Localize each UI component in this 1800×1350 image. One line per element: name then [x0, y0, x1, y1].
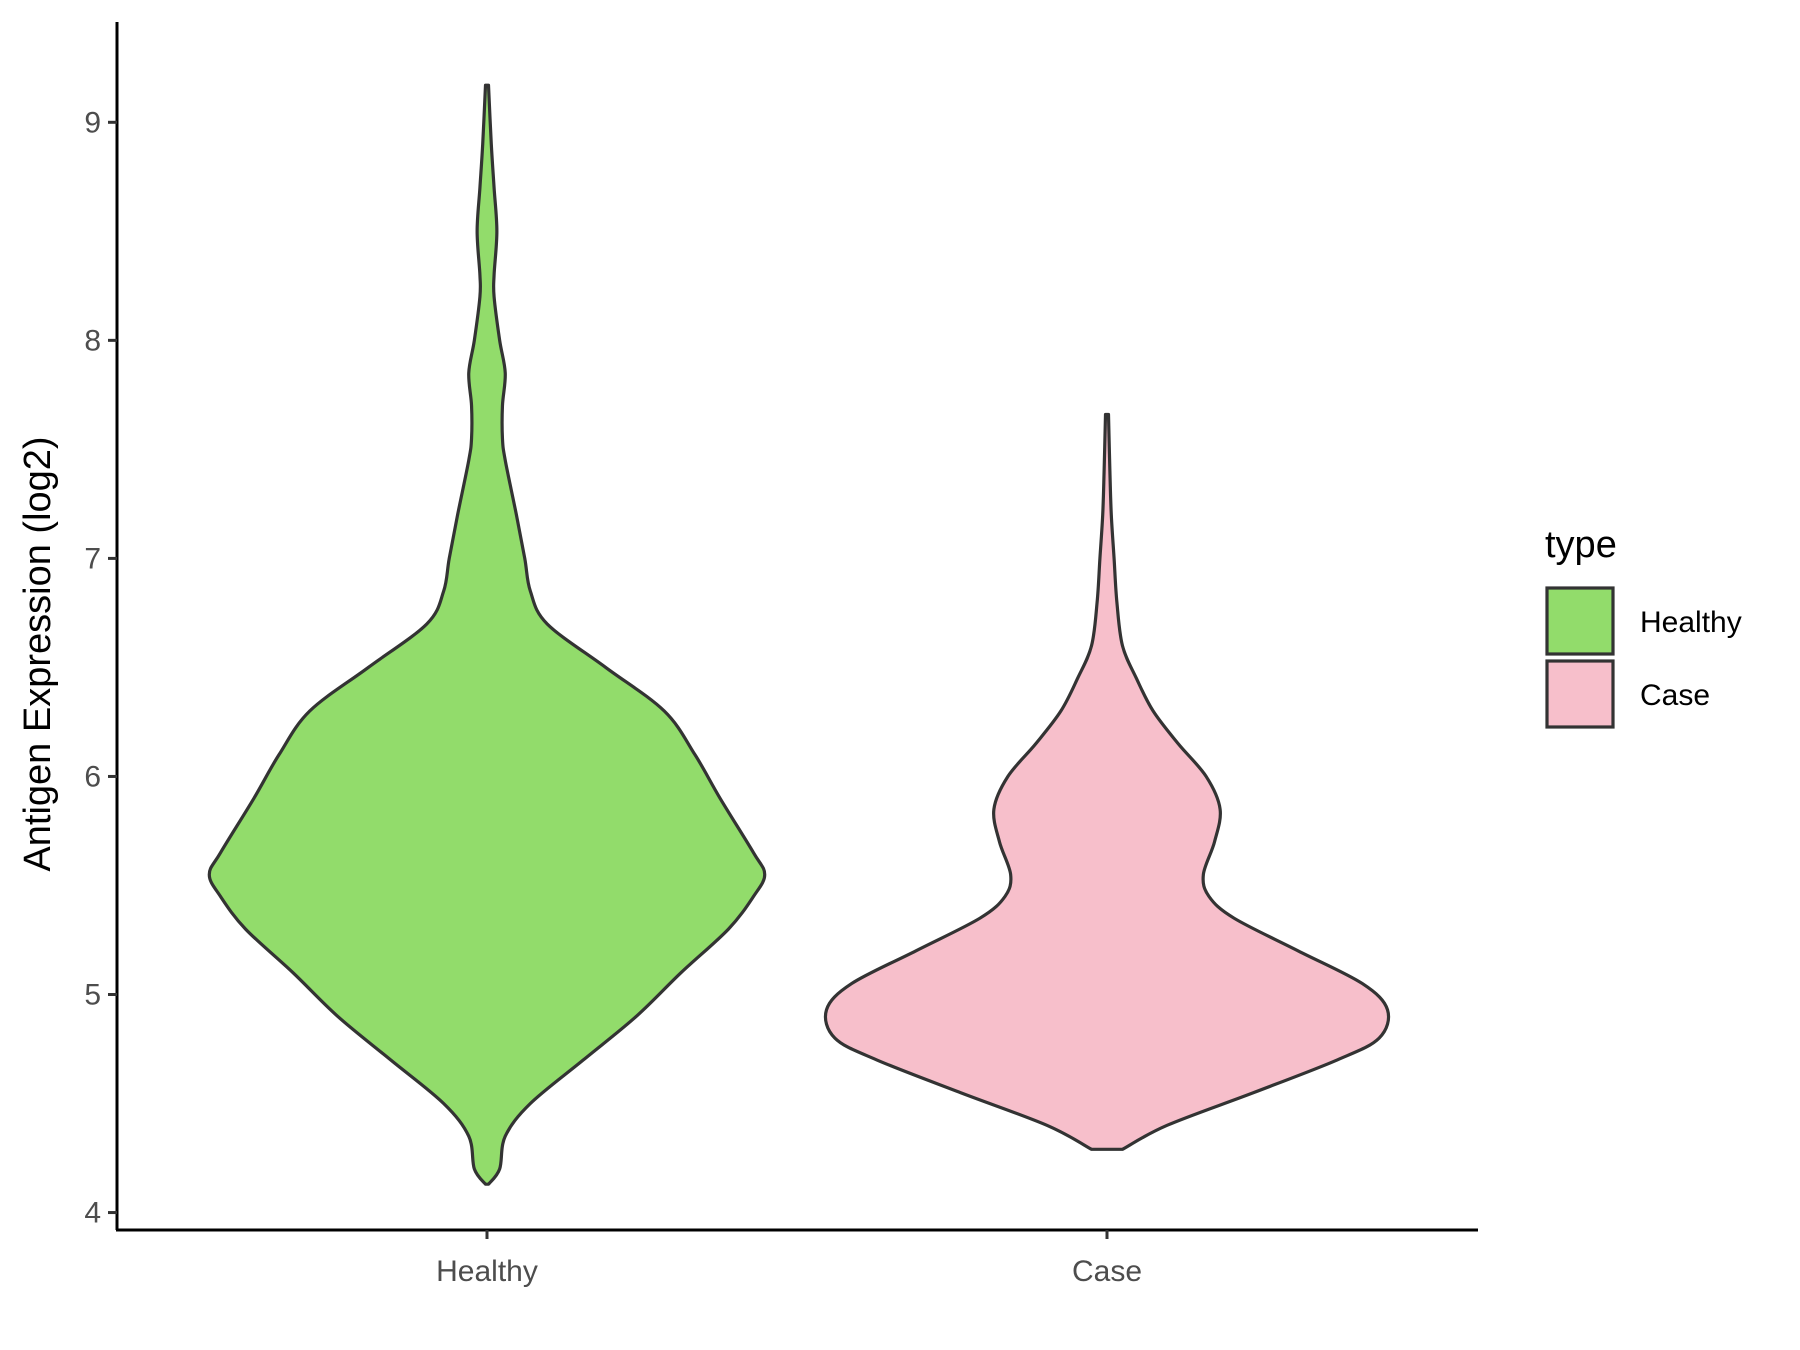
violin-healthy: [207, 83, 767, 1186]
legend-label-healthy: Healthy: [1640, 606, 1742, 639]
x-tick-label: Case: [1072, 1255, 1142, 1288]
axes-layer: 4 5 6 7 8 9 Healthy Case: [84, 22, 1478, 1288]
y-tick-label: 7: [84, 542, 101, 575]
legend-label-case: Case: [1640, 679, 1710, 712]
legend-title: type: [1545, 524, 1617, 566]
y-tick-label: 9: [84, 106, 101, 139]
y-tick-label: 6: [84, 760, 101, 793]
violins-layer: [207, 83, 1391, 1186]
x-ticks: Healthy Case: [436, 1230, 1142, 1288]
y-ticks: 4 5 6 7 8 9: [84, 106, 117, 1230]
violin-case: [823, 412, 1391, 1151]
y-tick-label: 4: [84, 1197, 101, 1230]
y-tick-label: 5: [84, 979, 101, 1012]
legend-entries: Healthy Case: [1545, 586, 1742, 729]
y-axis-title: Antigen Expression (log2): [17, 436, 59, 871]
x-tick-label: Healthy: [436, 1255, 538, 1288]
y-tick-label: 8: [84, 324, 101, 357]
legend: type Healthy Case: [1545, 524, 1742, 729]
legend-swatch-case: [1545, 659, 1615, 729]
legend-swatch-healthy: [1545, 586, 1615, 656]
